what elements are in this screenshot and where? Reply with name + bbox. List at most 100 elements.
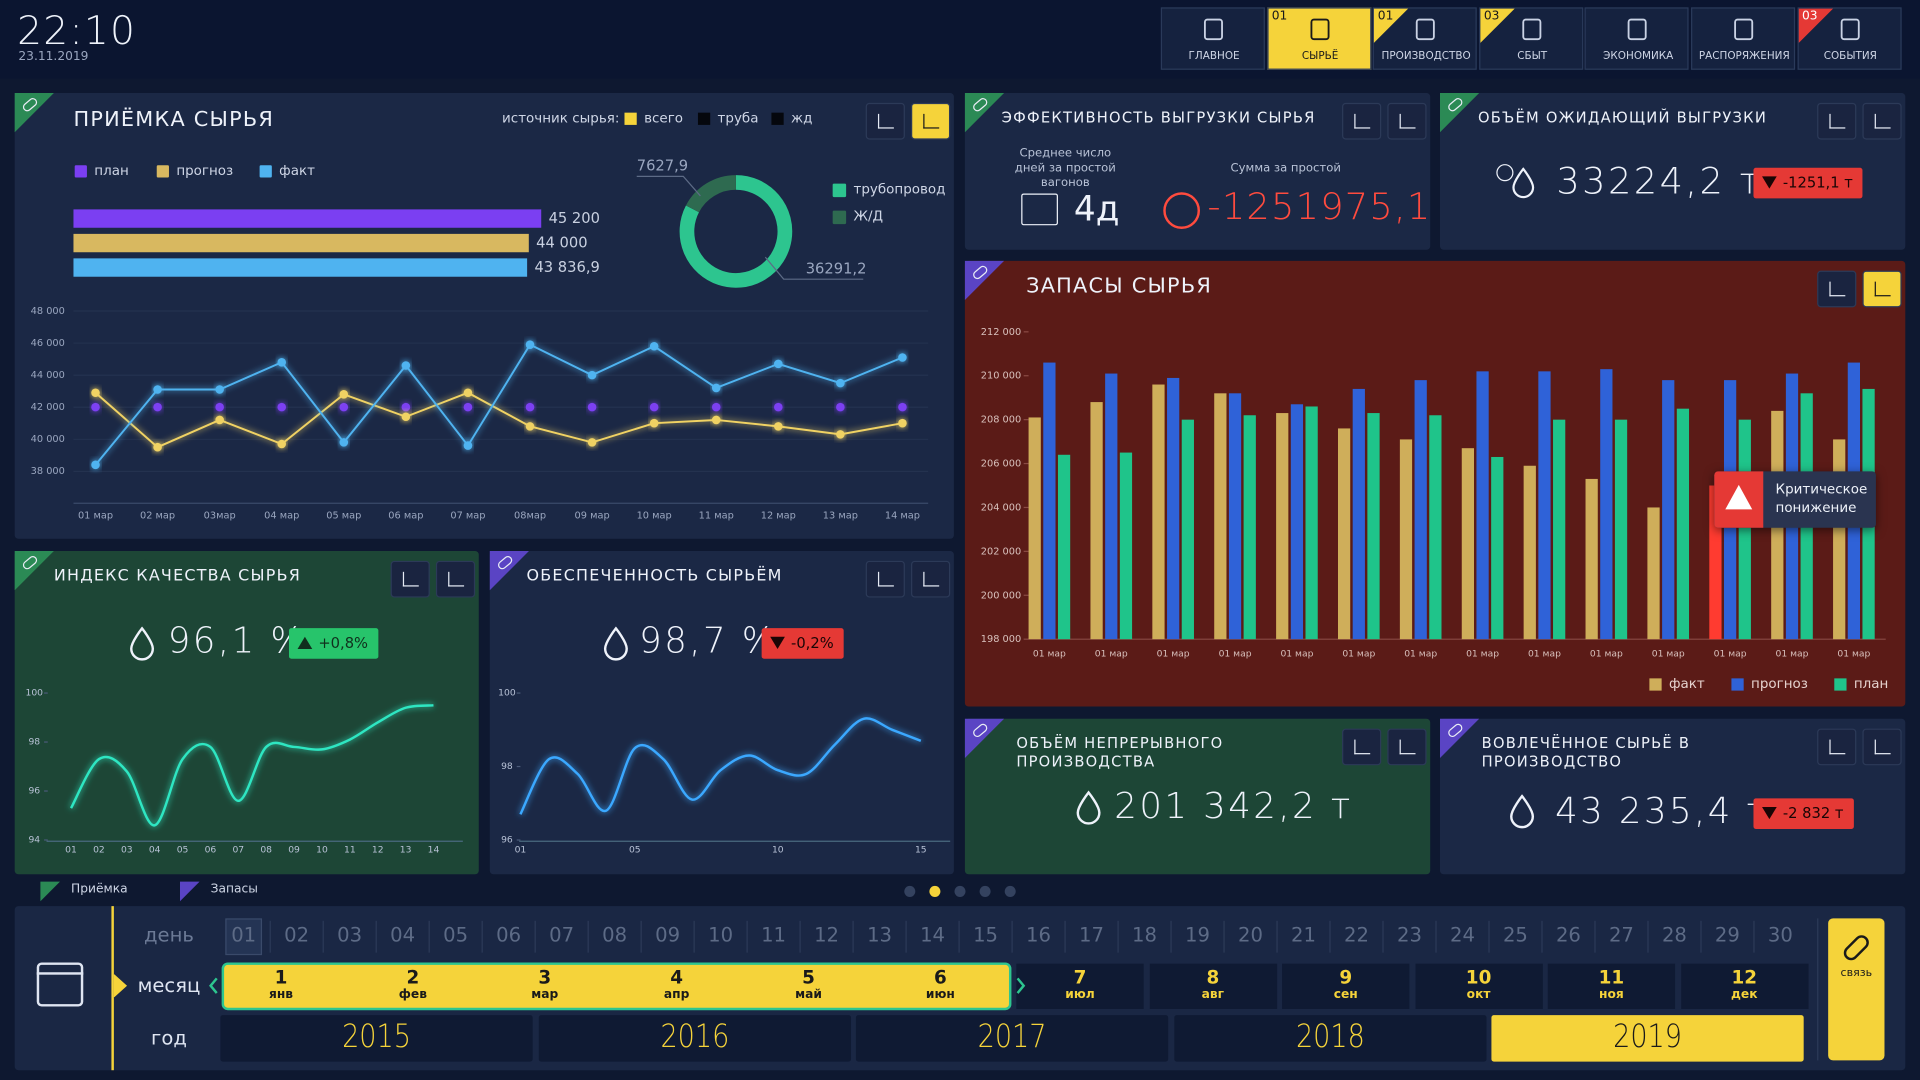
month-cell[interactable]: 3 мар — [479, 964, 610, 1009]
day[interactable]: 12 — [814, 923, 840, 947]
month-cell[interactable]: 12 дек — [1680, 963, 1808, 1009]
day[interactable]: 11 — [761, 923, 787, 947]
alert-icon — [1725, 484, 1753, 510]
day[interactable]: 15 — [973, 923, 998, 947]
nav-tile[interactable]: ПРОИЗВОДСТВО 01 — [1372, 7, 1477, 70]
day[interactable]: 27 — [1608, 923, 1634, 947]
day[interactable]: 16 — [1026, 923, 1051, 947]
day[interactable]: 23 — [1396, 923, 1422, 947]
panel-button[interactable] — [390, 560, 430, 598]
corner-flag — [14, 551, 54, 591]
day[interactable]: 30 — [1767, 923, 1793, 947]
panel-button[interactable] — [1862, 102, 1902, 140]
year-cell[interactable]: 2017 — [855, 1015, 1169, 1062]
button-glyph — [1829, 281, 1846, 297]
year-cell[interactable]: 2019 — [1491, 1015, 1804, 1062]
day[interactable]: 10 — [708, 923, 734, 947]
month-cell[interactable]: 10 окт — [1414, 963, 1543, 1009]
corner-flag — [964, 718, 1005, 758]
month-cell[interactable]: 4 апр — [611, 964, 742, 1009]
day[interactable]: 01 — [231, 923, 257, 947]
day[interactable]: 09 — [655, 923, 681, 947]
month-number: 2 — [406, 966, 420, 989]
day[interactable]: 06 — [496, 923, 522, 947]
nav-tile[interactable]: СБЫТ 03 — [1478, 7, 1584, 70]
day[interactable]: 18 — [1132, 923, 1157, 947]
nav-tile[interactable]: СОБЫТИЯ 03 — [1797, 7, 1902, 70]
drop-icon — [603, 626, 628, 661]
panel-button[interactable] — [865, 560, 905, 598]
panel-button[interactable] — [1342, 102, 1382, 140]
panel-button[interactable] — [1817, 728, 1857, 766]
nav-label: СОБЫТИЯ — [1823, 50, 1877, 63]
month-cell[interactable]: 6 июн — [875, 964, 1006, 1009]
year-cell[interactable]: 2015 — [220, 1015, 533, 1062]
month-cell[interactable]: 5 май — [743, 964, 874, 1009]
month-cell[interactable]: 9 сен — [1282, 963, 1410, 1009]
day[interactable]: 26 — [1555, 923, 1581, 947]
button-glyph — [1399, 739, 1416, 755]
day[interactable]: 28 — [1661, 923, 1687, 947]
corner-flag — [1440, 718, 1480, 758]
month-name: май — [795, 988, 822, 1002]
month-cell[interactable]: 7 июл — [1016, 963, 1144, 1009]
panel-button[interactable] — [1817, 270, 1857, 308]
legend-flag — [40, 881, 61, 902]
panel-button[interactable] — [1387, 102, 1427, 140]
nav-tile[interactable]: ЭКОНОМИКА — [1584, 7, 1690, 70]
nav-tile[interactable]: ГЛАВНОЕ — [1160, 7, 1265, 70]
month-name: сен — [1333, 988, 1358, 1002]
kpi-value: 43 235,4 т — [1555, 789, 1769, 832]
nav-tile[interactable]: СЫРЬЁ 01 — [1266, 7, 1371, 70]
source-swatch — [771, 112, 784, 125]
month-cell[interactable]: 8 авг — [1149, 963, 1277, 1009]
panel-button[interactable] — [1387, 728, 1427, 766]
day[interactable]: 17 — [1079, 923, 1104, 947]
day[interactable]: 25 — [1502, 923, 1528, 947]
panel-button[interactable] — [1342, 728, 1382, 766]
nav-icon — [1416, 18, 1436, 41]
day[interactable]: 22 — [1343, 923, 1369, 947]
day[interactable]: 19 — [1185, 923, 1210, 947]
year-cell[interactable]: 2018 — [1173, 1015, 1486, 1062]
panel-button[interactable] — [1862, 270, 1902, 308]
panel-button[interactable] — [435, 560, 476, 598]
nav-badge — [1798, 8, 1833, 43]
link-button[interactable]: связь — [1828, 918, 1885, 1061]
month-name: июл — [1065, 988, 1095, 1002]
nav-tile[interactable]: РАСПОРЯЖЕНИЯ — [1691, 7, 1796, 70]
panel-button[interactable] — [865, 102, 905, 140]
day[interactable]: 24 — [1449, 923, 1475, 947]
day[interactable]: 29 — [1714, 923, 1740, 947]
day[interactable]: 08 — [602, 923, 628, 947]
month-cell[interactable]: 1 янв — [216, 964, 347, 1009]
panel-button[interactable] — [1817, 102, 1857, 140]
month-number: 7 — [1073, 966, 1087, 989]
day[interactable]: 03 — [337, 923, 363, 947]
year-cell[interactable]: 2016 — [538, 1015, 851, 1062]
day[interactable]: 21 — [1291, 923, 1316, 947]
panel-button[interactable] — [911, 102, 951, 140]
day[interactable]: 14 — [920, 923, 946, 947]
day[interactable]: 04 — [390, 923, 416, 947]
day[interactable]: 02 — [284, 923, 310, 947]
day[interactable]: 20 — [1238, 923, 1263, 947]
page-dot — [904, 885, 916, 897]
panel-button[interactable] — [911, 560, 951, 598]
day[interactable]: 07 — [549, 923, 575, 947]
panel-button[interactable] — [1862, 728, 1902, 766]
corner-flag — [14, 93, 54, 133]
day[interactable]: 13 — [867, 923, 893, 947]
stopwatch-icon — [1496, 164, 1514, 182]
legend-swatch — [1834, 678, 1847, 691]
alert-tooltip: Критическое понижение — [1714, 471, 1876, 528]
month-cell[interactable]: 11 ноя — [1547, 963, 1676, 1009]
day[interactable]: 05 — [443, 923, 469, 947]
intake-panel — [14, 93, 954, 539]
source-label: источник сырья: — [502, 110, 620, 127]
link-glyph — [1840, 932, 1872, 964]
month-cell[interactable]: 2 фев — [347, 964, 478, 1009]
legend-swatch — [74, 165, 87, 178]
corner-flag — [1440, 93, 1480, 133]
legend-label: план — [1853, 675, 1889, 692]
